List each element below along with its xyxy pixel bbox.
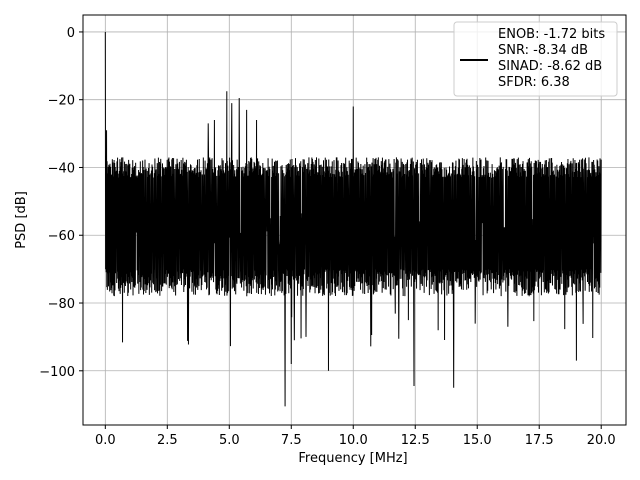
- y-tick-label: −80: [48, 297, 75, 312]
- plot-area: [104, 31, 602, 407]
- x-tick-label: 12.5: [401, 433, 430, 448]
- legend: ENOB: -1.72 bits SNR: -8.34 dB SINAD: -8…: [453, 21, 618, 97]
- legend-box: [453, 21, 618, 97]
- x-tick-label: 2.5: [157, 433, 178, 448]
- y-axis-ticks: 0 −20 −40 −60 −80 −100: [39, 26, 83, 380]
- y-axis-label: PSD [dB]: [14, 191, 29, 249]
- y-tick-label: −20: [48, 94, 75, 109]
- legend-sfdr: SFDR: 6.38: [498, 75, 570, 90]
- x-tick-label: 0.0: [95, 433, 116, 448]
- x-tick-label: 7.5: [281, 433, 302, 448]
- x-tick-label: 10.0: [339, 433, 368, 448]
- x-tick-label: 5.0: [219, 433, 240, 448]
- legend-enob: ENOB: -1.72 bits: [498, 27, 605, 42]
- y-tick-label: 0: [67, 26, 75, 41]
- x-axis-label: Frequency [MHz]: [298, 451, 407, 466]
- y-tick-label: −40: [48, 161, 75, 176]
- axes-frame: [82, 14, 627, 426]
- legend-sinad: SINAD: -8.62 dB: [498, 59, 602, 74]
- legend-snr: SNR: -8.34 dB: [498, 43, 588, 58]
- y-tick-label: −100: [39, 365, 75, 380]
- x-tick-label: 20.0: [587, 433, 616, 448]
- y-tick-label: −60: [48, 229, 75, 244]
- x-tick-label: 17.5: [525, 433, 554, 448]
- psd-series-line: [104, 31, 602, 407]
- x-tick-label: 15.0: [463, 433, 492, 448]
- x-axis-ticks: 0.0 2.5 5.0 7.5 10.0 12.5 15.0 17.5 20.0: [95, 425, 616, 448]
